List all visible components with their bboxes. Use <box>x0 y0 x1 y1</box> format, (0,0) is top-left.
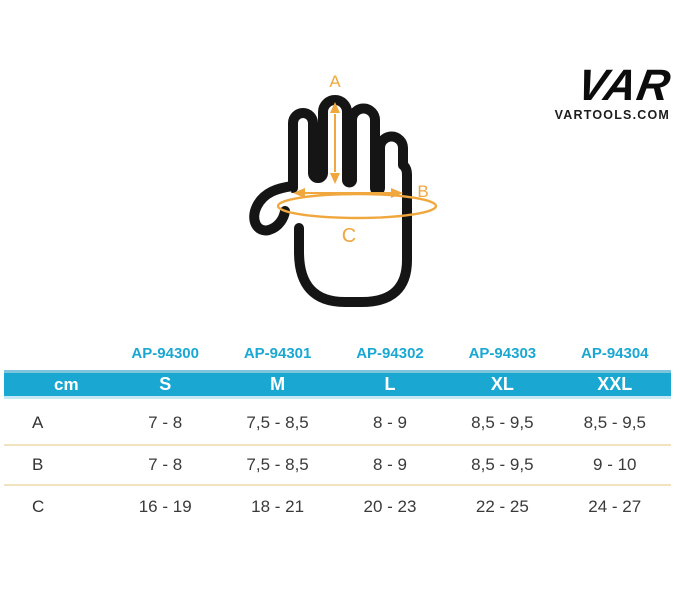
value-cell: 8 - 9 <box>372 413 407 432</box>
size-label-m: M <box>270 374 286 394</box>
size-header-row: cm S M L XL XXL <box>4 370 671 399</box>
value-cell: 16 - 19 <box>138 497 192 516</box>
measure-arrow-a <box>330 102 340 184</box>
row-label: B <box>32 455 44 474</box>
hand-outline-icon <box>288 95 412 307</box>
measurement-rows: A 7 - 8 7,5 - 8,5 8 - 9 8,5 - 9,5 8,5 - … <box>4 402 671 528</box>
product-code-s: AP-94300 <box>131 344 199 362</box>
size-label-xxl: XXL <box>597 374 633 394</box>
row-label: A <box>32 413 44 432</box>
value-cell: 24 - 27 <box>588 497 642 516</box>
brand-logo: VAR <box>573 61 675 110</box>
measure-label-a: A <box>329 72 341 91</box>
brand-website: VARTOOLS.COM <box>554 108 670 122</box>
value-cell: 20 - 23 <box>363 497 417 516</box>
value-cell: 9 - 10 <box>593 455 637 474</box>
size-label-xl: XL <box>490 374 514 394</box>
product-codes-row: AP-94300 AP-94301 AP-94302 AP-94303 AP-9… <box>4 343 671 363</box>
thumb-outline-icon <box>249 181 298 236</box>
value-cell: 22 - 25 <box>475 497 529 516</box>
row-label: C <box>32 497 45 516</box>
value-cell: 8 - 9 <box>372 455 407 474</box>
value-cell: 18 - 21 <box>251 497 305 516</box>
table-row-a: A 7 - 8 7,5 - 8,5 8 - 9 8,5 - 9,5 8,5 - … <box>4 402 671 446</box>
product-code-m: AP-94301 <box>243 344 312 362</box>
table-row-c: C 16 - 19 18 - 21 20 - 23 22 - 25 24 - 2… <box>4 486 671 528</box>
measure-label-c: C <box>342 225 356 247</box>
product-code-l: AP-94302 <box>356 344 424 362</box>
product-code-xxl: AP-94304 <box>580 344 649 362</box>
table-row-b: B 7 - 8 7,5 - 8,5 8 - 9 8,5 - 9,5 9 - 10 <box>4 446 671 486</box>
value-cell: 7,5 - 8,5 <box>246 455 309 474</box>
value-cell: 8,5 - 9,5 <box>471 455 534 474</box>
measure-ellipse-c <box>276 192 438 220</box>
product-code-xl: AP-94303 <box>468 344 537 362</box>
value-cell: 7 - 8 <box>148 455 183 474</box>
size-label-l: L <box>384 374 396 394</box>
hand-measurement-diagram: A B C <box>249 72 438 307</box>
value-cell: 8,5 - 9,5 <box>583 413 646 432</box>
brand: VAR VARTOOLS.COM <box>554 61 675 122</box>
value-cell: 7 - 8 <box>148 413 183 432</box>
size-label-s: S <box>159 374 172 394</box>
value-cell: 7,5 - 8,5 <box>246 413 309 432</box>
measure-label-b: B <box>417 182 428 201</box>
value-cell: 8,5 - 9,5 <box>471 413 534 432</box>
unit-label: cm <box>54 374 79 394</box>
